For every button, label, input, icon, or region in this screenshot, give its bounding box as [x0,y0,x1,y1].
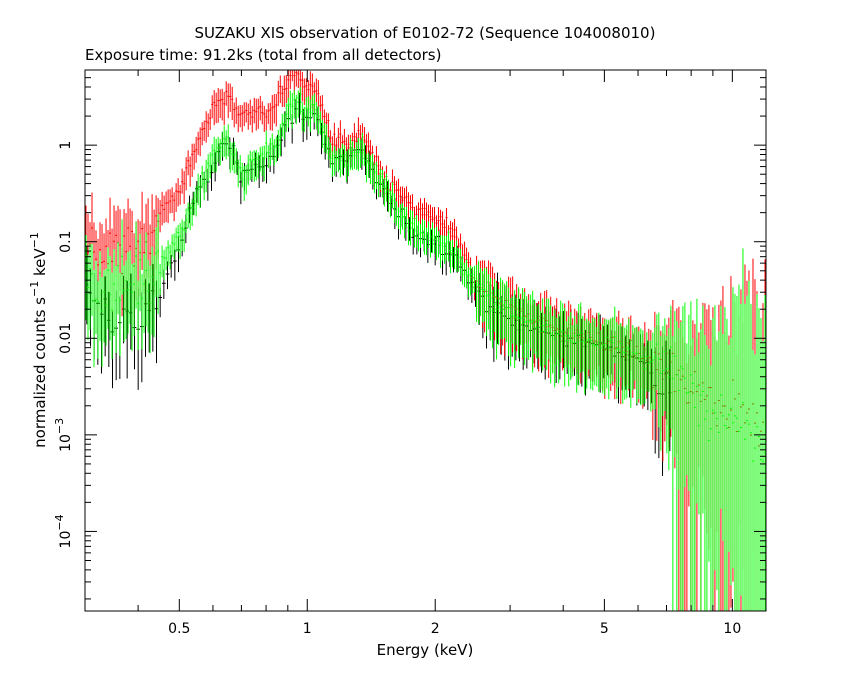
y-axis-label-main: normalized counts s [31,297,49,448]
y-tick-label-exp: −4 [53,514,66,530]
data-layer [85,69,766,611]
x-tick-label: 5 [600,621,609,637]
y-tick-label-base: 10 [58,434,74,452]
y-tick-label-base: 10 [58,531,74,549]
y-tick-label-exp: −3 [53,418,66,434]
y-tick-label: 0.01 [58,323,74,354]
y-tick-label: 10−4 [53,514,74,548]
y-axis-label: normalized counts s−1 keV−1 [28,232,49,448]
ticks-layer [84,69,766,611]
chart-title: SUZAKU XIS observation of E0102-72 (Sequ… [195,24,656,42]
y-tick-label: 10−3 [53,418,74,452]
y-axis-label-exp2: −1 [28,232,41,248]
y-tick-label: 1 [58,141,74,150]
plot-frame [84,69,767,612]
x-tick-label: 1 [303,621,312,637]
series-3 [85,87,766,611]
x-axis-label: Energy (keV) [377,641,474,659]
y-axis-label-exp1: −1 [28,281,41,297]
x-tick-label: 2 [431,621,440,637]
y-axis-label-mid: keV [31,248,49,281]
x-tick-label: 0.5 [168,621,190,637]
x-tick-label: 10 [723,621,741,637]
y-tick-label: 0.1 [58,231,74,253]
chart-subtitle: Exposure time: 91.2ks (total from all de… [85,46,441,64]
